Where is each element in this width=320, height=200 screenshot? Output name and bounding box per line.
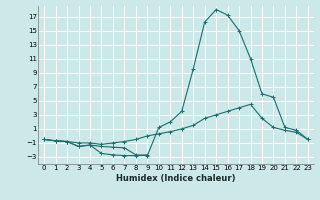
X-axis label: Humidex (Indice chaleur): Humidex (Indice chaleur) [116,174,236,183]
